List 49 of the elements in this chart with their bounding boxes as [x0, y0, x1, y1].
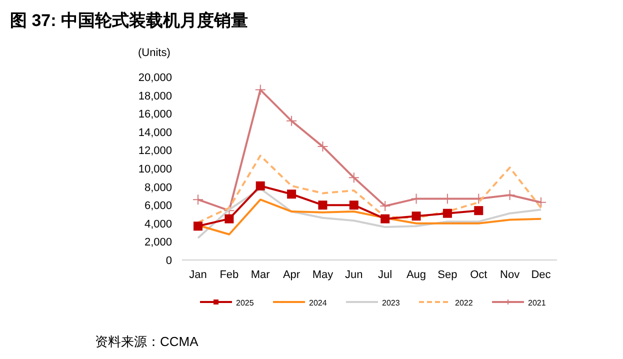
y-tick-label: 6,000 [144, 200, 172, 212]
point [412, 212, 421, 221]
point [254, 84, 266, 96]
y-tick-label: 4,000 [144, 218, 172, 230]
point [348, 172, 360, 184]
y-tick-label: 0 [166, 255, 172, 267]
x-tick-label: Mar [250, 269, 270, 281]
y-tick-label: 20,000 [138, 72, 172, 84]
x-tick-label: Nov [500, 269, 520, 281]
y-tick-label: 10,000 [138, 164, 172, 176]
y-tick-label: 8,000 [144, 182, 172, 194]
point [192, 194, 204, 206]
legend-label: 2022 [455, 298, 474, 308]
y-tick-label: 16,000 [138, 108, 172, 121]
point [287, 190, 296, 199]
legend-label: 2025 [236, 298, 254, 308]
point [380, 214, 390, 224]
point [474, 206, 484, 216]
x-tick-label: Jun [345, 269, 363, 281]
point [442, 208, 452, 218]
point [349, 200, 358, 210]
y-tick-label: 18,000 [138, 90, 172, 102]
legend-label: 2021 [528, 298, 546, 308]
y-axis-title: (Units) [138, 47, 170, 59]
point [194, 222, 202, 231]
x-tick-label: Oct [470, 269, 488, 281]
point [318, 200, 328, 210]
point [504, 190, 516, 201]
x-tick-label: Aug [406, 269, 426, 281]
point [380, 200, 391, 212]
point [536, 196, 546, 208]
legend-label: 2024 [309, 298, 328, 308]
x-tick-label: Sep [438, 269, 458, 281]
y-tick-label: 14,000 [138, 126, 172, 139]
y-tick-label: 2,000 [144, 236, 172, 249]
x-tick-label: Feb [220, 269, 239, 281]
chart-title: 图 37: 中国轮式装载机月度销量 [10, 11, 248, 30]
point [256, 181, 265, 190]
x-tick-label: May [312, 269, 334, 281]
x-tick-label: Jan [189, 269, 207, 281]
x-tick-label: Apr [282, 269, 300, 281]
x-tick-label: Jul [378, 269, 392, 281]
x-tick-label: Dec [531, 269, 552, 281]
legend-label: 2023 [382, 298, 400, 308]
text: 资料来源：CCMA [95, 334, 199, 349]
point [224, 214, 234, 224]
point [317, 141, 328, 152]
point [286, 115, 298, 126]
y-tick-label: 12,000 [138, 145, 172, 158]
